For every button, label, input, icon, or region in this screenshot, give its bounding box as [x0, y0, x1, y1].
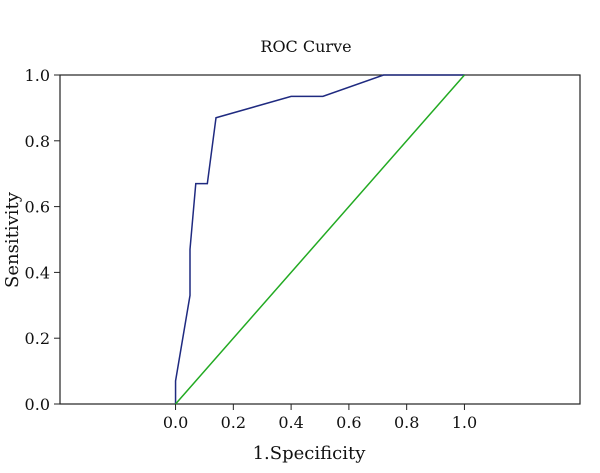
x-axis-label: 1.Specificity — [253, 443, 367, 464]
y-tick-label: 0.0 — [25, 395, 50, 414]
x-axis-ticks: 0.0 0.2 0.4 0.6 0.8 1.0 — [163, 404, 477, 432]
x-tick-label: 0.2 — [221, 413, 246, 432]
chart-title: ROC Curve — [260, 37, 351, 56]
x-tick-label: 0.6 — [336, 413, 361, 432]
y-axis-label: Sensitivity — [2, 191, 23, 288]
roc-curve-line — [174, 74, 465, 404]
x-tick-label: 0.4 — [278, 413, 303, 432]
series-layer — [174, 74, 466, 405]
y-axis-ticks: 0.0 0.2 0.4 0.6 0.8 1.0 — [25, 66, 60, 414]
y-tick-label: 0.4 — [25, 263, 50, 282]
reference-diagonal-line — [174, 74, 466, 405]
y-tick-label: 1.0 — [25, 66, 50, 85]
x-tick-label: 1.0 — [452, 413, 477, 432]
y-tick-label: 0.8 — [25, 132, 50, 151]
x-tick-label: 0.0 — [163, 413, 188, 432]
x-tick-label: 0.8 — [394, 413, 419, 432]
y-tick-label: 0.2 — [25, 329, 50, 348]
plot-frame — [59, 74, 581, 405]
y-tick-label: 0.6 — [25, 198, 50, 217]
